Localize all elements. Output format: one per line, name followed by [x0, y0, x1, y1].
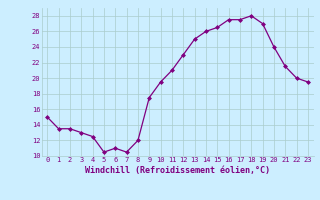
X-axis label: Windchill (Refroidissement éolien,°C): Windchill (Refroidissement éolien,°C) — [85, 166, 270, 175]
